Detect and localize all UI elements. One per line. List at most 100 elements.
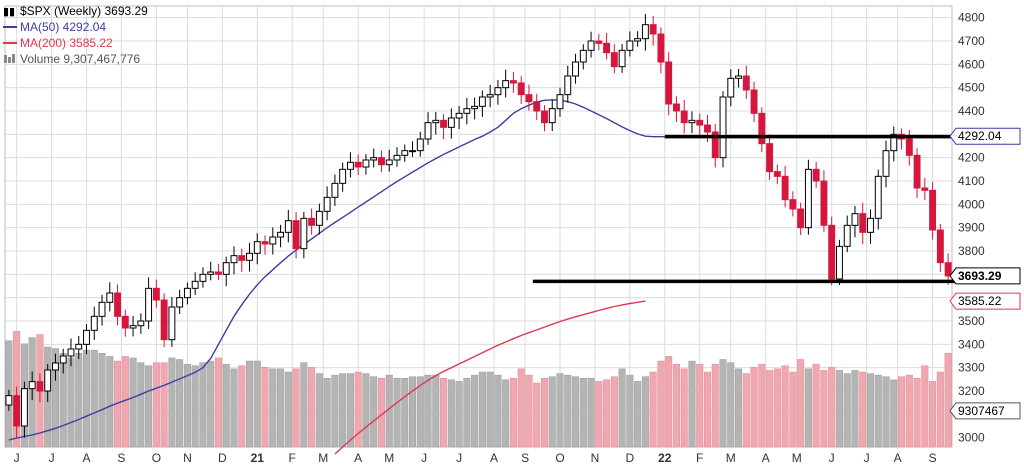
candle-body — [478, 96, 486, 107]
candle-body — [354, 161, 362, 168]
x-tick-label: D — [626, 451, 635, 465]
volume-bar — [820, 370, 828, 448]
candle-body — [812, 168, 820, 182]
volume-bar — [828, 367, 836, 448]
volume-bar — [711, 363, 719, 448]
volume-bar — [572, 376, 580, 448]
candle-body — [346, 161, 354, 170]
volume-bar — [207, 360, 215, 448]
volume-bar — [641, 376, 649, 448]
x-tick-label: A — [490, 451, 498, 465]
candle-body — [246, 252, 253, 261]
volume-bars — [5, 331, 952, 448]
volume-bar — [680, 368, 688, 448]
volume-bar — [890, 379, 898, 448]
x-tick-label: F — [289, 451, 296, 465]
x-tick-label: J — [456, 451, 462, 465]
candle-body — [339, 168, 347, 184]
volume-bar — [471, 374, 479, 448]
volume-bar — [672, 363, 680, 448]
volume-bar — [525, 374, 533, 448]
y-tick-label: 4800 — [958, 11, 985, 25]
volume-bar — [269, 368, 277, 448]
volume-bar — [766, 370, 774, 448]
candle-body — [308, 217, 316, 226]
candle-body — [199, 273, 207, 282]
candle-body — [533, 101, 541, 112]
candle-body — [905, 138, 913, 156]
candle-body — [882, 150, 890, 177]
candle-body — [401, 150, 409, 156]
legend-ma50: MA(50) 4292.04 — [20, 20, 106, 34]
volume-bar — [758, 363, 766, 448]
candle-body — [649, 24, 657, 35]
candle-body — [253, 241, 261, 254]
volume-bar — [106, 356, 114, 448]
candle-body — [385, 159, 393, 166]
price-tag-box — [949, 292, 1021, 310]
candle-body — [168, 306, 176, 341]
candle-body — [610, 52, 618, 68]
volume-bar — [696, 363, 704, 448]
y-tick-label: 3200 — [958, 384, 985, 398]
candle-body — [665, 61, 673, 105]
candle-body — [455, 112, 463, 119]
volume-bar — [913, 378, 921, 448]
volume-bar — [851, 370, 859, 448]
volume-bar — [253, 360, 261, 448]
volume-bar — [719, 359, 727, 448]
volume-bar — [618, 368, 626, 448]
volume-bar — [230, 368, 238, 448]
volume-bar — [284, 371, 292, 448]
legend-ma200: MA(200) 3585.22 — [20, 36, 113, 50]
candle-body — [98, 301, 106, 317]
candle-body — [781, 175, 789, 201]
volume-bar — [331, 374, 339, 448]
candle-body — [261, 241, 269, 245]
candle-body — [83, 329, 90, 345]
candle-body — [67, 348, 75, 357]
x-tick-label: J — [864, 451, 870, 465]
volume-bar — [533, 382, 541, 448]
candle-body — [502, 80, 510, 89]
volume-bar — [595, 381, 603, 448]
candle-body — [222, 262, 230, 275]
volume-bar — [432, 374, 440, 448]
y-tick-label: 3400 — [958, 337, 985, 351]
volume-bar — [292, 368, 300, 448]
legend-title-row: ▮▮ $SPX (Weekly) 3693.29 — [3, 4, 148, 18]
candle-body — [292, 220, 300, 250]
volume-bar — [843, 373, 851, 448]
candle-body — [191, 280, 199, 289]
volume-bar — [183, 363, 191, 448]
candle-body — [75, 343, 83, 350]
volume-bar — [246, 360, 254, 448]
horizontal-levels — [532, 134, 956, 284]
candle-body — [284, 220, 292, 233]
legend-volume: Volume 9,307,467,776 — [20, 52, 140, 66]
volume-bar — [921, 365, 929, 448]
price-tag-box — [949, 267, 1021, 285]
volume-bar — [176, 359, 184, 448]
candle-body — [835, 245, 843, 280]
candle-body — [719, 96, 727, 159]
legend-ma200-row: MA(200) 3585.22 — [3, 36, 113, 50]
volume-bar — [300, 362, 308, 448]
candle-body — [269, 236, 277, 245]
candle-body — [913, 154, 921, 189]
volume-bar — [145, 365, 153, 448]
candle-body — [773, 171, 781, 177]
volume-bar — [750, 367, 758, 448]
x-tick-label: N — [591, 451, 600, 465]
candle-body — [525, 94, 533, 103]
legend: ▮▮ $SPX (Weekly) 3693.29 MA(50) 4292.04 … — [3, 4, 148, 66]
volume-bar — [51, 348, 59, 448]
candle-body — [129, 325, 137, 329]
volume-bar — [486, 371, 494, 448]
x-tick-label: S — [117, 451, 125, 465]
candle-body — [672, 103, 680, 112]
candle-body — [727, 77, 735, 98]
candle-body — [370, 157, 378, 161]
volume-bar — [649, 371, 657, 448]
